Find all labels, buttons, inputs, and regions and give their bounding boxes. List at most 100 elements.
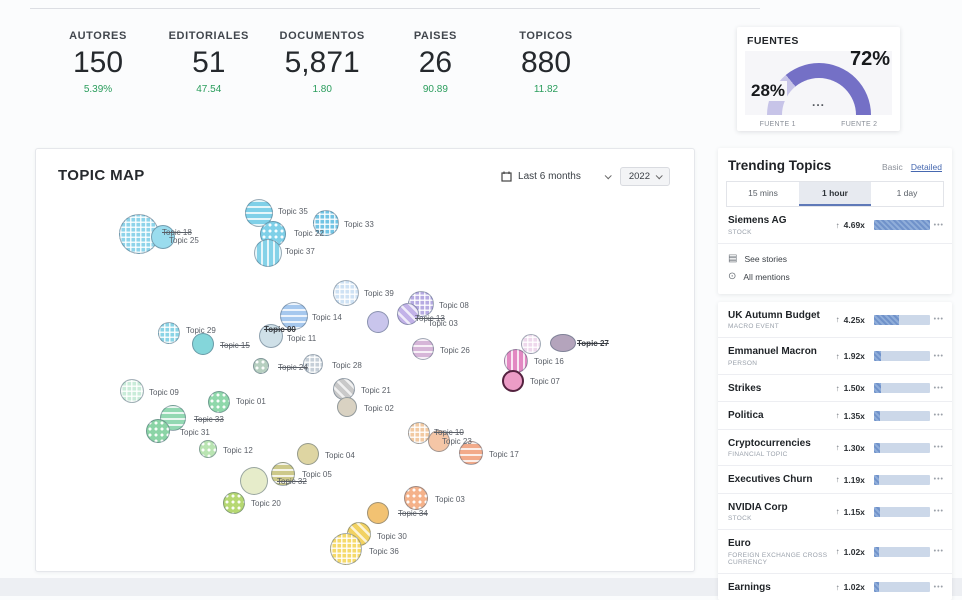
topic-bubble[interactable]	[253, 358, 269, 374]
see-stories-action[interactable]: ▤See stories	[728, 248, 942, 266]
stat-value: 880	[506, 46, 586, 79]
item-menu-dots-icon[interactable]: •••	[934, 385, 944, 392]
stat-label: DOCUMENTOS	[280, 30, 365, 42]
trending-item-multiplier: 1.15x	[844, 507, 870, 517]
gauge-menu-dots[interactable]: ...	[812, 95, 825, 109]
topic-bubble[interactable]	[367, 311, 389, 333]
trending-item-category: FINANCIAL TOPIC	[728, 451, 811, 458]
trend-up-arrow-icon: ↑	[836, 443, 840, 452]
topic-bubble[interactable]	[521, 334, 541, 354]
topic-bubble[interactable]	[337, 397, 357, 417]
fuente2-percentage: 72%	[850, 48, 890, 71]
topic-label: Topic 29	[186, 326, 216, 335]
item-menu-dots-icon[interactable]: •••	[934, 444, 944, 451]
topic-label: Topic 27	[577, 339, 609, 348]
topic-bubble[interactable]	[404, 486, 428, 510]
trending-item-name: Emmanuel Macron	[728, 346, 817, 358]
topic-label: Topic 22	[294, 229, 324, 238]
topic-bubble[interactable]	[254, 239, 282, 267]
topic-bubble[interactable]	[504, 349, 528, 373]
trending-item-bar	[874, 507, 930, 517]
item-menu-dots-icon[interactable]: •••	[934, 222, 944, 229]
topic-bubble[interactable]	[367, 502, 389, 524]
trending-tab-1-hour[interactable]: 1 hour	[799, 182, 871, 206]
topic-bubble[interactable]	[240, 467, 268, 495]
stat-value: 26	[395, 46, 475, 79]
stat-label: PAISES	[395, 30, 475, 42]
stat-subvalue: 5.39%	[58, 84, 138, 95]
trending-item-name: Strikes	[728, 383, 761, 395]
stat-label: TOPICOS	[506, 30, 586, 42]
topic-bubble[interactable]	[146, 419, 170, 443]
trending-tab-15-mins[interactable]: 15 mins	[727, 182, 799, 206]
stat-value: 51	[169, 46, 249, 79]
topic-bubble[interactable]	[297, 443, 319, 465]
topic-bubble[interactable]	[333, 280, 359, 306]
topic-bubble[interactable]	[502, 370, 524, 392]
topic-label: Topic 04	[325, 451, 355, 460]
trending-item-name: Siemens AG	[728, 215, 787, 227]
topic-bubble[interactable]	[199, 440, 217, 458]
item-menu-dots-icon[interactable]: •••	[934, 412, 944, 419]
trending-item-name: NVIDIA Corp	[728, 502, 788, 514]
stat-subvalue: 1.80	[280, 84, 365, 95]
trending-item[interactable]: Politica↑1.35x•••	[718, 401, 952, 429]
topic-bubble[interactable]	[208, 391, 230, 413]
topic-bubble[interactable]	[158, 322, 180, 344]
topic-label: Topic 12	[223, 446, 253, 455]
topic-label: Topic 10	[434, 428, 464, 437]
trending-tab-1-day[interactable]: 1 day	[871, 182, 943, 206]
trending-item[interactable]: Executives Churn↑1.19x•••	[718, 465, 952, 493]
topic-bubble[interactable]	[223, 492, 245, 514]
view-basic-link[interactable]: Basic	[882, 162, 903, 172]
trending-item-bar	[874, 315, 930, 325]
all-mentions-action[interactable]: ⊙All mentions	[728, 266, 942, 284]
topic-bubble[interactable]	[412, 338, 434, 360]
trending-item-bar	[874, 443, 930, 453]
topic-bubble[interactable]	[408, 422, 430, 444]
topic-label: Topic 16	[534, 357, 564, 366]
topic-bubble[interactable]	[330, 533, 362, 565]
item-menu-dots-icon[interactable]: •••	[934, 316, 944, 323]
topic-label: Topic 24	[278, 363, 308, 372]
fuentes-legend: FUENTE 1 FUENTE 2	[737, 121, 900, 128]
topic-label: Topic 11	[287, 334, 316, 343]
item-menu-dots-icon[interactable]: •••	[934, 508, 944, 515]
topic-bubble[interactable]	[120, 379, 144, 403]
trend-up-arrow-icon: ↑	[836, 411, 840, 420]
trending-item-multiplier: 1.02x	[844, 547, 870, 557]
item-menu-dots-icon[interactable]: •••	[934, 353, 944, 360]
topic-label: Topic 25	[169, 236, 199, 245]
trending-item-multiplier: 4.25x	[844, 315, 870, 325]
action-label: All mentions	[743, 272, 789, 282]
topic-label: Topic 17	[489, 450, 519, 459]
trending-item-category: FOREIGN EXCHANGE CROSS CURRENCY	[728, 552, 833, 566]
top-divider	[30, 8, 760, 9]
stat-label: EDITORIALES	[169, 30, 249, 42]
trending-item-multiplier: 4.69x	[844, 220, 870, 230]
trending-item-name: Cryptocurrencies	[728, 438, 811, 450]
trending-item-category: STOCK	[728, 515, 788, 522]
trend-up-arrow-icon: ↑	[836, 352, 840, 361]
topic-bubble[interactable]	[550, 334, 576, 352]
view-detailed-link[interactable]: Detailed	[911, 162, 942, 172]
item-menu-dots-icon[interactable]: •••	[934, 548, 944, 555]
trending-item[interactable]: Strikes↑1.50x•••	[718, 374, 952, 402]
topic-label: Topic 36	[369, 547, 399, 556]
item-menu-dots-icon[interactable]: •••	[934, 584, 944, 591]
topic-label: Topic 07	[530, 377, 560, 386]
trending-item-multiplier: 1.02x	[844, 582, 870, 592]
item-menu-dots-icon[interactable]: •••	[934, 476, 944, 483]
topic-bubble[interactable]	[192, 333, 214, 355]
stat-subvalue: 11.82	[506, 84, 586, 95]
topic-label: Topic 37	[285, 247, 315, 256]
